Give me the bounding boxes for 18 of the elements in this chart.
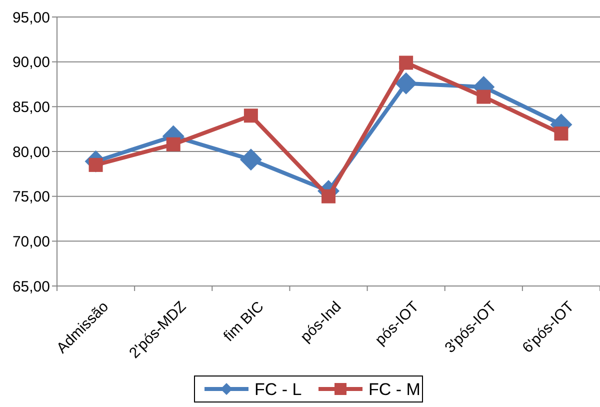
x-tick-label: fim BIC [220, 298, 268, 346]
point [244, 108, 258, 123]
legend-label: FC - L [254, 380, 302, 399]
point [554, 126, 568, 141]
y-tick-label: 90,00 [12, 54, 50, 72]
y-tick-label: 70,00 [12, 233, 50, 250]
y-tick-label: 65,00 [12, 278, 50, 296]
point [322, 189, 336, 204]
y-tick-label: 85,00 [12, 98, 50, 116]
y-tick-label: 95,00 [12, 9, 50, 26]
point [240, 148, 262, 171]
legend-label: FC - M [368, 380, 420, 399]
point [399, 56, 414, 70]
y-tick-label: 75,00 [12, 188, 50, 206]
point [476, 90, 491, 104]
point [395, 72, 418, 94]
y-tick-label: 80,00 [12, 144, 50, 161]
point [166, 137, 180, 152]
